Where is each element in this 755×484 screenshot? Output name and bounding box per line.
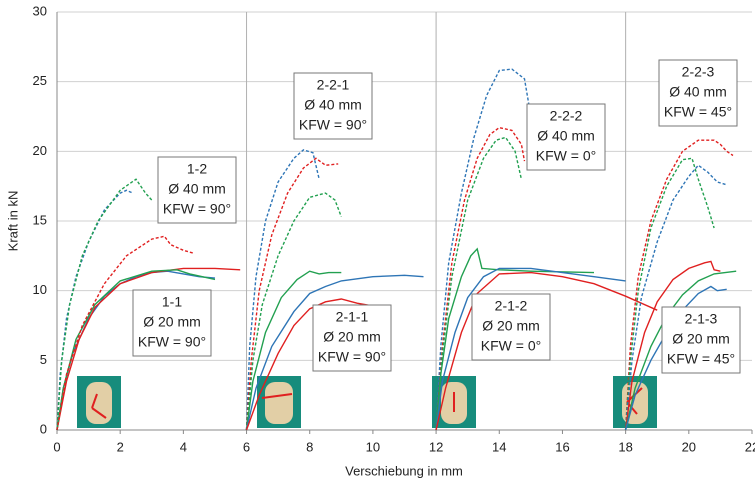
x-tick-label: 0 xyxy=(53,439,60,454)
y-axis-title: Kraft in kN xyxy=(5,191,20,252)
annotation-text: KFW = 45° xyxy=(667,351,735,367)
annotation-text: KFW = 90° xyxy=(138,334,206,350)
annotation: 1-1 Ø 20 mm KFW = 90° xyxy=(132,289,212,357)
annotation: 2-1-2 Ø 20 mm KFW = 0° xyxy=(471,293,551,361)
data-line xyxy=(624,270,737,431)
annotation-box xyxy=(293,72,373,140)
data-line xyxy=(245,149,320,431)
annotation: 2-2-1 Ø 40 mm KFW = 90° xyxy=(293,72,373,140)
annotation: 2-1-3 Ø 20 mm KFW = 45° xyxy=(661,306,741,374)
x-axis-title: Verschiebung in mm xyxy=(345,463,463,478)
data-line xyxy=(245,157,339,431)
data-line xyxy=(624,157,715,431)
data-line xyxy=(624,139,734,431)
x-tick-label: 16 xyxy=(555,439,569,454)
data-line xyxy=(435,271,658,431)
x-tick-label: 6 xyxy=(243,439,250,454)
annotation-text: 2-1-3 xyxy=(685,311,718,327)
annotation-text: KFW = 90° xyxy=(318,349,386,365)
annotation-text: 2-2-3 xyxy=(682,64,715,80)
annotation: 2-2-2 Ø 40 mm KFW = 0° xyxy=(526,103,606,171)
annotation-text: Ø 20 mm xyxy=(482,318,540,334)
x-tick-label: 14 xyxy=(492,439,506,454)
data-line xyxy=(624,260,721,431)
data-line xyxy=(624,164,727,431)
inset-photo xyxy=(77,376,121,428)
inset-photo xyxy=(613,376,657,428)
x-tick-label: 12 xyxy=(429,439,443,454)
annotation-text: Ø 20 mm xyxy=(143,314,201,330)
annotation-text: 1-1 xyxy=(162,294,182,310)
y-tick-label: 15 xyxy=(33,212,47,227)
annotation-text: Ø 20 mm xyxy=(323,329,381,345)
annotation-text: KFW = 0° xyxy=(536,148,596,164)
annotation: 2-2-3 Ø 40 mm KFW = 45° xyxy=(658,59,738,127)
annotation-box xyxy=(157,156,237,224)
x-tick-label: 18 xyxy=(618,439,632,454)
annotation: 1-2 Ø 40 mm KFW = 90° xyxy=(157,156,237,224)
x-tick-label: 8 xyxy=(306,439,313,454)
annotation-text: KFW = 90° xyxy=(299,117,367,133)
annotation-text: Ø 40 mm xyxy=(304,97,362,113)
y-tick-label: 10 xyxy=(33,282,47,297)
y-tick-label: 25 xyxy=(33,73,47,88)
annotation-text: Ø 20 mm xyxy=(672,331,730,347)
annotation-text: Ø 40 mm xyxy=(669,84,727,100)
annotation-text: 2-1-1 xyxy=(336,309,369,325)
annotation: 2-1-1 Ø 20 mm KFW = 90° xyxy=(312,304,392,372)
x-tick-label: 4 xyxy=(180,439,187,454)
data-line xyxy=(435,136,523,431)
annotation-text: KFW = 90° xyxy=(163,201,231,217)
data-line xyxy=(245,270,342,431)
inset-photos xyxy=(77,376,657,428)
annotation-text: 1-2 xyxy=(187,161,207,177)
annotation-text: Ø 40 mm xyxy=(537,128,595,144)
data-line xyxy=(435,68,532,431)
data-line xyxy=(435,126,526,431)
data-line xyxy=(56,235,193,431)
annotation-box xyxy=(526,103,606,171)
x-tick-label: 22 xyxy=(745,439,755,454)
data-line xyxy=(245,274,424,431)
y-tick-label: 30 xyxy=(33,3,47,18)
annotation-text: 2-2-1 xyxy=(317,77,350,93)
data-line xyxy=(245,192,342,431)
data-line xyxy=(435,267,626,431)
annotation-box xyxy=(312,304,392,372)
x-tick-label: 10 xyxy=(366,439,380,454)
inset-photo xyxy=(257,376,301,428)
annotation-text: 2-2-2 xyxy=(550,108,583,124)
annotation-box xyxy=(132,289,212,357)
y-tick-label: 20 xyxy=(33,143,47,158)
annotation-box xyxy=(471,293,551,361)
data-line xyxy=(56,267,241,431)
annotation-box xyxy=(658,59,738,127)
x-tick-label: 2 xyxy=(117,439,124,454)
annotation-text: Ø 40 mm xyxy=(168,181,226,197)
annotation-text: KFW = 45° xyxy=(664,104,732,120)
annotation-box xyxy=(661,306,741,374)
x-tick-label: 20 xyxy=(682,439,696,454)
y-tick-label: 0 xyxy=(40,421,47,436)
data-line xyxy=(245,298,374,431)
data-line xyxy=(435,247,595,431)
annotation-text: 2-1-2 xyxy=(495,298,528,314)
y-tick-label: 5 xyxy=(40,352,47,367)
annotation-text: KFW = 0° xyxy=(481,338,541,354)
